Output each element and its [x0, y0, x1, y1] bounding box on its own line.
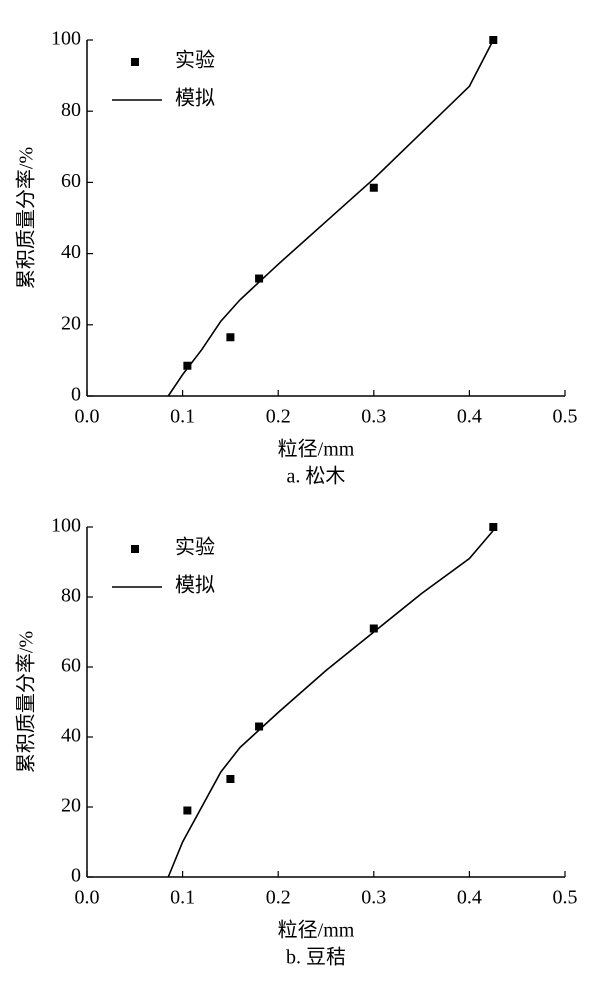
caption: a. 松木 — [287, 465, 346, 488]
legend-marker — [131, 58, 139, 66]
x-axis-label: 粒径/mm — [278, 438, 355, 461]
y-tick-label: 40 — [61, 725, 81, 747]
model-line — [167, 529, 494, 878]
data-point — [183, 361, 192, 370]
data-point — [369, 183, 378, 192]
legend-label: 实验 — [175, 49, 215, 72]
y-tick-label: 40 — [61, 241, 81, 263]
y-tick-label: 60 — [61, 655, 81, 677]
data-point — [226, 775, 235, 783]
x-tick-label: 0.3 — [361, 887, 386, 909]
legend-label: 模拟 — [175, 574, 215, 597]
y-tick-label: 100 — [51, 28, 81, 50]
x-tick-label: 0.0 — [75, 887, 100, 909]
x-tick-label: 0.1 — [170, 887, 195, 909]
y-tick-label: 100 — [51, 515, 81, 537]
data-point — [226, 333, 235, 342]
x-axis-label: 粒径/mm — [278, 919, 355, 942]
y-tick-label: 0 — [71, 865, 81, 887]
legend-label: 实验 — [175, 536, 215, 559]
x-tick-label: 0.3 — [361, 406, 386, 428]
data-point — [183, 806, 192, 815]
data-point — [369, 624, 378, 633]
x-tick-label: 0.4 — [457, 406, 482, 428]
legend-label: 模拟 — [175, 87, 215, 110]
x-tick-label: 0.2 — [266, 406, 291, 428]
data-point — [489, 523, 498, 531]
x-tick-label: 0.5 — [553, 887, 578, 909]
y-tick-label: 60 — [61, 170, 81, 192]
x-tick-label: 0.0 — [75, 406, 100, 428]
data-point — [255, 274, 264, 283]
y-axis-label: 累积质量分率/% — [15, 631, 38, 773]
caption: b. 豆秸 — [286, 946, 346, 969]
y-tick-label: 80 — [61, 99, 81, 121]
x-tick-label: 0.2 — [266, 887, 291, 909]
y-axis-label: 累积质量分率/% — [15, 147, 38, 289]
y-tick-label: 80 — [61, 585, 81, 607]
y-tick-label: 20 — [61, 312, 81, 334]
data-point — [255, 722, 264, 731]
legend-marker — [131, 545, 139, 553]
x-tick-label: 0.5 — [553, 406, 578, 428]
x-tick-label: 0.1 — [170, 406, 195, 428]
model-line — [167, 39, 495, 397]
y-tick-label: 0 — [71, 384, 81, 406]
y-tick-label: 20 — [61, 795, 81, 817]
x-tick-label: 0.4 — [457, 887, 482, 909]
